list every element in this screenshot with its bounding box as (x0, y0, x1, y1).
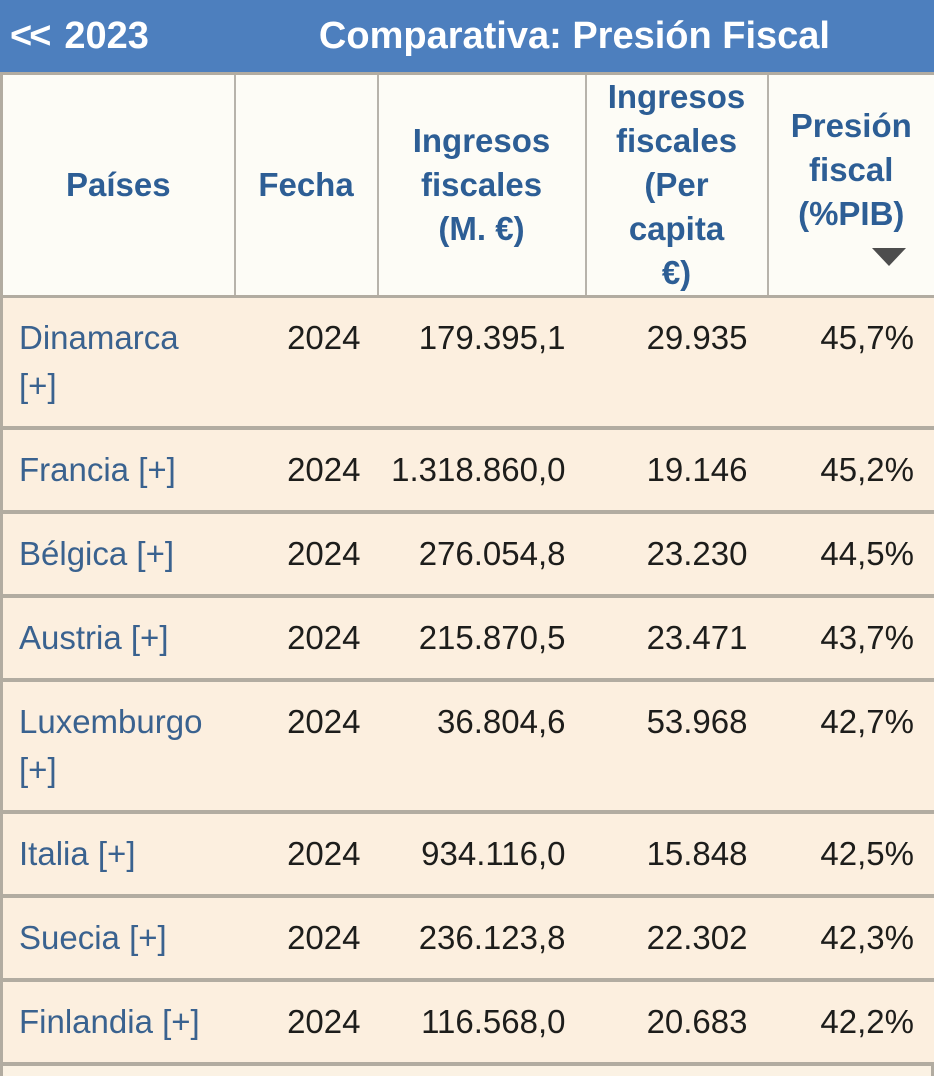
country-link[interactable]: Finlandia [+] (19, 1003, 200, 1040)
per-capita-value: 19.146 (586, 428, 768, 512)
column-header-label: Ingresos (383, 119, 581, 163)
column-header-presion-fiscal[interactable]: Presión fiscal (%PIB) (768, 74, 934, 297)
fecha-value: 2024 (235, 297, 378, 429)
fecha-value: 2024 (235, 512, 378, 596)
per-capita-value: 20.683 (586, 980, 768, 1064)
presion-value: 44,5% (768, 512, 934, 596)
ingresos-m-value: 276.054,8 (378, 512, 586, 596)
ingresos-m-value: 1.318.860,0 (378, 428, 586, 512)
fiscal-pressure-table: Países Fecha Ingresos fiscales (M. €) In… (0, 72, 934, 1066)
table-row: Suecia [+] 2024 236.123,8 22.302 42,3% (2, 896, 934, 980)
sort-desc-icon[interactable] (872, 248, 906, 266)
country-link[interactable]: Suecia [+] (19, 919, 167, 956)
fecha-value: 2024 (235, 980, 378, 1064)
fecha-value: 2024 (235, 812, 378, 896)
country-link[interactable]: Italia [+] (19, 835, 135, 872)
prev-year-link[interactable]: << 2023 (0, 15, 149, 58)
column-header-label: €) (591, 251, 763, 295)
country-link[interactable]: Francia [+] (19, 451, 176, 488)
table-row: Austria [+] 2024 215.870,5 23.471 43,7% (2, 596, 934, 680)
fecha-value: 2024 (235, 896, 378, 980)
prev-year-label: 2023 (64, 15, 149, 58)
column-header-label: capita (591, 207, 763, 251)
presion-value: 42,5% (768, 812, 934, 896)
next-row-partial (0, 1066, 934, 1076)
presion-value: 42,7% (768, 680, 934, 812)
double-chevron-left-icon: << (10, 15, 48, 58)
per-capita-value: 23.230 (586, 512, 768, 596)
table-row: Luxemburgo [+] 2024 36.804,6 53.968 42,7… (2, 680, 934, 812)
per-capita-value: 15.848 (586, 812, 768, 896)
column-header-ingresos-per-capita[interactable]: Ingresos fiscales (Per capita €) (586, 74, 768, 297)
column-header-label: (Per (591, 163, 763, 207)
ingresos-m-value: 236.123,8 (378, 896, 586, 980)
table-row: Francia [+] 2024 1.318.860,0 19.146 45,2… (2, 428, 934, 512)
presion-value: 43,7% (768, 596, 934, 680)
ingresos-m-value: 36.804,6 (378, 680, 586, 812)
country-link[interactable]: Austria [+] (19, 619, 168, 656)
title-bar: << 2023 Comparativa: Presión Fiscal (0, 0, 934, 72)
column-header-label: (M. €) (383, 207, 581, 251)
column-header-fecha[interactable]: Fecha (235, 74, 378, 297)
ingresos-m-value: 179.395,1 (378, 297, 586, 429)
per-capita-value: 29.935 (586, 297, 768, 429)
per-capita-value: 22.302 (586, 896, 768, 980)
presion-value: 42,3% (768, 896, 934, 980)
table-row: Dinamarca [+] 2024 179.395,1 29.935 45,7… (2, 297, 934, 429)
table-row: Finlandia [+] 2024 116.568,0 20.683 42,2… (2, 980, 934, 1064)
page-title: Comparativa: Presión Fiscal (219, 15, 934, 58)
ingresos-m-value: 934.116,0 (378, 812, 586, 896)
per-capita-value: 23.471 (586, 596, 768, 680)
presion-value: 45,2% (768, 428, 934, 512)
column-header-label: fiscales (383, 163, 581, 207)
column-header-ingresos-fiscales-m[interactable]: Ingresos fiscales (M. €) (378, 74, 586, 297)
column-header-label: Presión (791, 104, 912, 148)
country-link[interactable]: Luxemburgo [+] (19, 703, 202, 788)
column-header-label: fiscales (591, 119, 763, 163)
fecha-value: 2024 (235, 428, 378, 512)
column-header-paises[interactable]: Países (2, 74, 235, 297)
table-row: Bélgica [+] 2024 276.054,8 23.230 44,5% (2, 512, 934, 596)
per-capita-value: 53.968 (586, 680, 768, 812)
column-header-label: fiscal (809, 148, 893, 192)
country-link[interactable]: Bélgica [+] (19, 535, 174, 572)
fecha-value: 2024 (235, 680, 378, 812)
country-link[interactable]: Dinamarca [+] (19, 319, 179, 404)
presion-value: 45,7% (768, 297, 934, 429)
column-header-label: (%PIB) (798, 192, 904, 236)
header-row: Países Fecha Ingresos fiscales (M. €) In… (2, 74, 934, 297)
column-header-label: Países (7, 163, 230, 207)
column-header-label: Ingresos (591, 75, 763, 119)
table-row: Italia [+] 2024 934.116,0 15.848 42,5% (2, 812, 934, 896)
column-header-label: Fecha (240, 163, 373, 207)
fecha-value: 2024 (235, 596, 378, 680)
ingresos-m-value: 116.568,0 (378, 980, 586, 1064)
presion-value: 42,2% (768, 980, 934, 1064)
ingresos-m-value: 215.870,5 (378, 596, 586, 680)
